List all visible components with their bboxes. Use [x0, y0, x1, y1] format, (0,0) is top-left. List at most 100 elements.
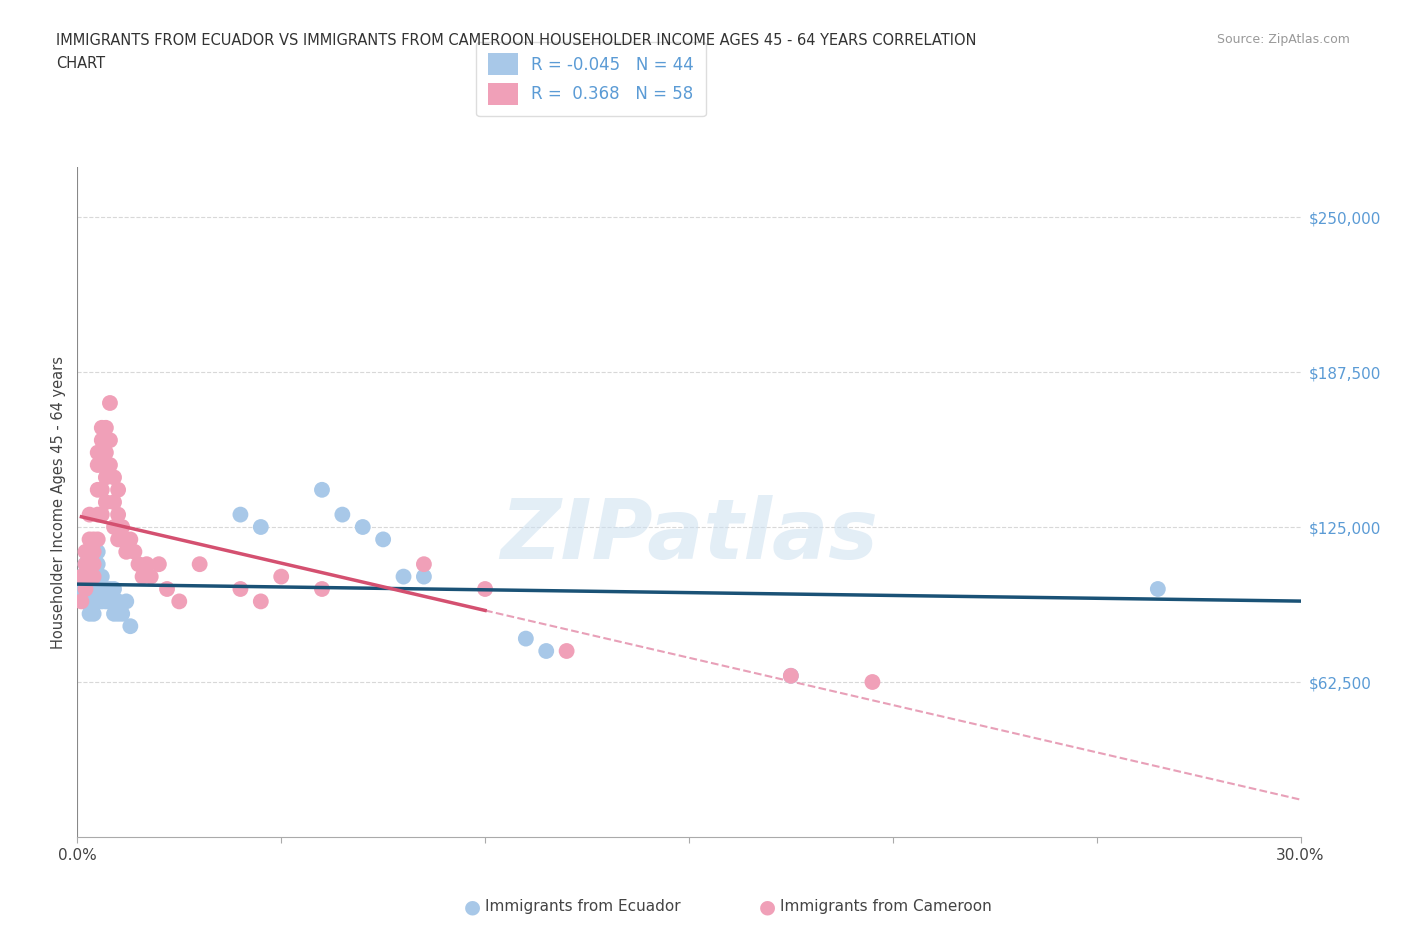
Point — [94, 420, 117, 435]
Point — [70, 594, 93, 609]
Point — [103, 470, 125, 485]
Point — [87, 532, 110, 547]
Point — [124, 544, 146, 559]
Point — [862, 674, 884, 689]
Point — [83, 594, 105, 609]
Point — [156, 581, 179, 596]
Point — [94, 594, 117, 609]
Point — [270, 569, 292, 584]
Point — [87, 557, 110, 572]
Point — [111, 532, 134, 547]
Text: ●: ● — [759, 897, 776, 916]
Point — [90, 432, 112, 447]
Text: Immigrants from Ecuador: Immigrants from Ecuador — [485, 899, 681, 914]
Point — [515, 631, 537, 646]
Point — [75, 557, 97, 572]
Point — [70, 569, 93, 584]
Point — [79, 569, 101, 584]
Point — [103, 520, 125, 535]
Point — [107, 594, 129, 609]
Point — [474, 581, 496, 596]
Text: IMMIGRANTS FROM ECUADOR VS IMMIGRANTS FROM CAMEROON HOUSEHOLDER INCOME AGES 45 -: IMMIGRANTS FROM ECUADOR VS IMMIGRANTS FR… — [56, 33, 977, 47]
Point — [107, 507, 129, 522]
Point — [111, 606, 134, 621]
Point — [83, 557, 105, 572]
Point — [413, 569, 436, 584]
Text: CHART: CHART — [56, 56, 105, 71]
Point — [169, 594, 191, 609]
Point — [111, 520, 134, 535]
Point — [90, 594, 112, 609]
Point — [98, 581, 121, 596]
Point — [1147, 581, 1170, 596]
Point — [83, 544, 105, 559]
Point — [103, 606, 125, 621]
Point — [87, 483, 110, 498]
Point — [536, 644, 558, 658]
Point — [75, 594, 97, 609]
Point — [371, 532, 394, 547]
Point — [83, 532, 105, 547]
Point — [115, 594, 138, 609]
Point — [392, 569, 415, 584]
Point — [555, 644, 578, 658]
Point — [98, 594, 121, 609]
Point — [70, 581, 93, 596]
Point — [90, 581, 112, 596]
Point — [75, 581, 97, 596]
Point — [107, 532, 129, 547]
Point — [87, 445, 110, 460]
Point — [229, 507, 252, 522]
Point — [332, 507, 354, 522]
Point — [94, 495, 117, 510]
Point — [87, 544, 110, 559]
Point — [94, 470, 117, 485]
Point — [131, 569, 153, 584]
Text: ZIPatlas: ZIPatlas — [501, 495, 877, 577]
Point — [148, 557, 170, 572]
Point — [107, 483, 129, 498]
Point — [98, 458, 121, 472]
Point — [79, 581, 101, 596]
Point — [75, 544, 97, 559]
Point — [90, 420, 112, 435]
Point — [311, 581, 333, 596]
Point — [87, 569, 110, 584]
Point — [79, 532, 101, 547]
Point — [90, 483, 112, 498]
Point — [79, 594, 101, 609]
Point — [90, 458, 112, 472]
Point — [98, 432, 121, 447]
Point — [120, 618, 142, 633]
Legend: R = -0.045   N = 44, R =  0.368   N = 58: R = -0.045 N = 44, R = 0.368 N = 58 — [477, 42, 706, 116]
Point — [103, 495, 125, 510]
Point — [79, 569, 101, 584]
Point — [83, 557, 105, 572]
Point — [135, 557, 157, 572]
Point — [90, 569, 112, 584]
Point — [120, 532, 142, 547]
Point — [94, 581, 117, 596]
Point — [107, 606, 129, 621]
Point — [87, 581, 110, 596]
Point — [87, 507, 110, 522]
Point — [115, 544, 138, 559]
Point — [780, 669, 803, 684]
Point — [311, 483, 333, 498]
Y-axis label: Householder Income Ages 45 - 64 years: Householder Income Ages 45 - 64 years — [51, 355, 66, 649]
Point — [90, 507, 112, 522]
Point — [188, 557, 211, 572]
Point — [250, 594, 273, 609]
Point — [94, 445, 117, 460]
Point — [87, 458, 110, 472]
Point — [103, 581, 125, 596]
Point — [229, 581, 252, 596]
Point — [250, 520, 273, 535]
Point — [780, 669, 803, 684]
Point — [75, 581, 97, 596]
Point — [79, 507, 101, 522]
Text: Immigrants from Cameroon: Immigrants from Cameroon — [780, 899, 993, 914]
Point — [128, 557, 150, 572]
Point — [83, 606, 105, 621]
Text: ●: ● — [464, 897, 481, 916]
